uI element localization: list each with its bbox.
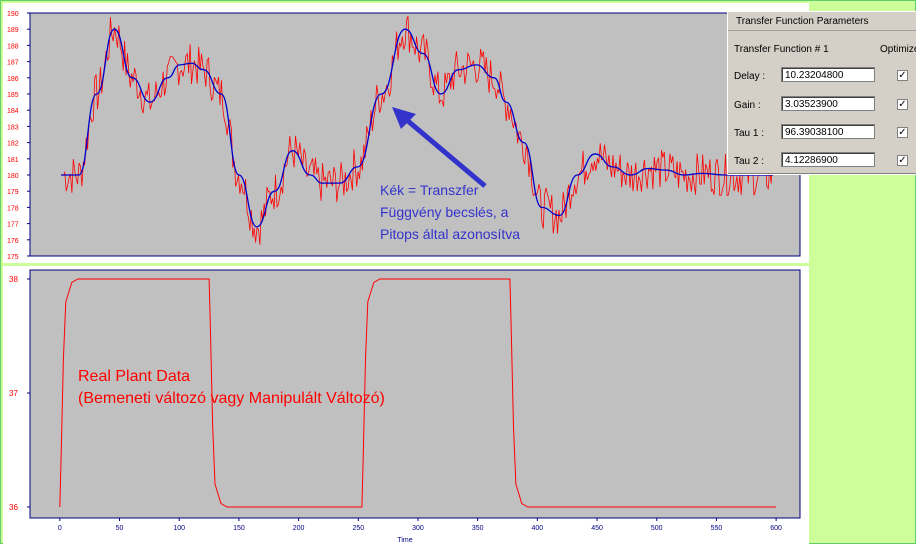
x-tick-label: 300 xyxy=(412,525,424,532)
y-tick-label: 185 xyxy=(7,92,19,99)
y-tick-label: 180 xyxy=(7,173,19,180)
gain-field[interactable]: 3.03523900 xyxy=(781,96,875,111)
top-chart-panel: 175 176 177 178 179 180 181 182 183 184 185 186 187 1… xyxy=(3,3,809,263)
annotation-arrow xyxy=(392,107,487,188)
annotation-line: Kék = Transzfer xyxy=(380,182,479,198)
x-tick-label: 100 xyxy=(173,525,185,532)
annotation-line: Real Plant Data xyxy=(78,368,190,385)
y-tick-label: 184 xyxy=(7,108,19,115)
x-axis-label: Time xyxy=(397,537,412,544)
tau2-optimize-checkbox[interactable]: ✓ xyxy=(897,155,908,166)
x-tick-label: 150 xyxy=(233,525,245,532)
x-tick-label: 600 xyxy=(770,525,782,532)
gain-label: Gain : xyxy=(734,100,761,111)
annotation-line: Pitops által azonosítva xyxy=(380,226,520,242)
x-tick-label: 200 xyxy=(293,525,305,532)
x-tick-label: 0 xyxy=(58,525,62,532)
tau2-label: Tau 2 : xyxy=(734,156,765,167)
y-tick-label: 183 xyxy=(7,124,19,131)
x-tick-label: 250 xyxy=(352,525,364,532)
y-tick-label: 189 xyxy=(7,27,19,34)
x-tick-label: 350 xyxy=(472,525,484,532)
tau2-field[interactable]: 4.12286900 xyxy=(781,152,875,167)
model-series-line xyxy=(60,28,773,228)
x-tick-label: 550 xyxy=(711,525,723,532)
tau1-field[interactable]: 96.39038100 xyxy=(781,124,875,139)
delay-optimize-checkbox[interactable]: ✓ xyxy=(897,70,908,81)
bottom-plot-area xyxy=(29,269,801,519)
x-tick-label: 50 xyxy=(116,525,124,532)
delay-field[interactable]: 10.23204800 xyxy=(781,67,875,82)
y-tick-label: 178 xyxy=(7,205,19,212)
transfer-function-panel: Transfer Function Parameters Transfer Fu… xyxy=(727,11,916,175)
y-tick-label: 36 xyxy=(9,503,18,512)
optimize-label: Optimize xyxy=(880,44,916,55)
transfer-function-label: Transfer Function # 1 xyxy=(734,44,829,55)
input-series-line xyxy=(59,278,777,508)
y-tick-label: 182 xyxy=(7,141,19,148)
y-tick-label: 188 xyxy=(7,43,19,50)
top-chart: 175 176 177 178 179 180 181 182 183 184 185 186 187 1… xyxy=(7,11,801,261)
y-tick-label: 186 xyxy=(7,76,19,83)
tau1-optimize-checkbox[interactable]: ✓ xyxy=(897,127,908,138)
y-tick-label: 175 xyxy=(7,254,19,261)
annotation-line: (Bemeneti változó vagy Manipulált Változ… xyxy=(78,390,385,407)
delay-label: Delay : xyxy=(734,71,766,82)
bottom-chart: 36 37 38 0 50 100 150 200 250 300 350 400 450 500 550… xyxy=(9,269,801,544)
y-tick-label: 37 xyxy=(9,389,18,398)
y-tick-label: 181 xyxy=(7,157,19,164)
y-tick-label: 38 xyxy=(9,275,18,284)
y-tick-label: 190 xyxy=(7,11,19,18)
tau1-label: Tau 1 : xyxy=(734,128,765,139)
annotation-line: Függvény becslés, a xyxy=(380,204,509,220)
x-tick-label: 500 xyxy=(651,525,663,532)
y-tick-label: 187 xyxy=(7,60,19,67)
bottom-chart-panel: 36 37 38 0 50 100 150 200 250 300 350 400 450 500 550… xyxy=(3,266,809,544)
panel-title: Transfer Function Parameters xyxy=(728,12,916,31)
gain-optimize-checkbox[interactable]: ✓ xyxy=(897,99,908,110)
y-tick-label: 176 xyxy=(7,238,19,245)
x-tick-label: 450 xyxy=(591,525,603,532)
x-tick-label: 400 xyxy=(532,525,544,532)
y-tick-label: 177 xyxy=(7,222,19,229)
y-tick-label: 179 xyxy=(7,189,19,196)
